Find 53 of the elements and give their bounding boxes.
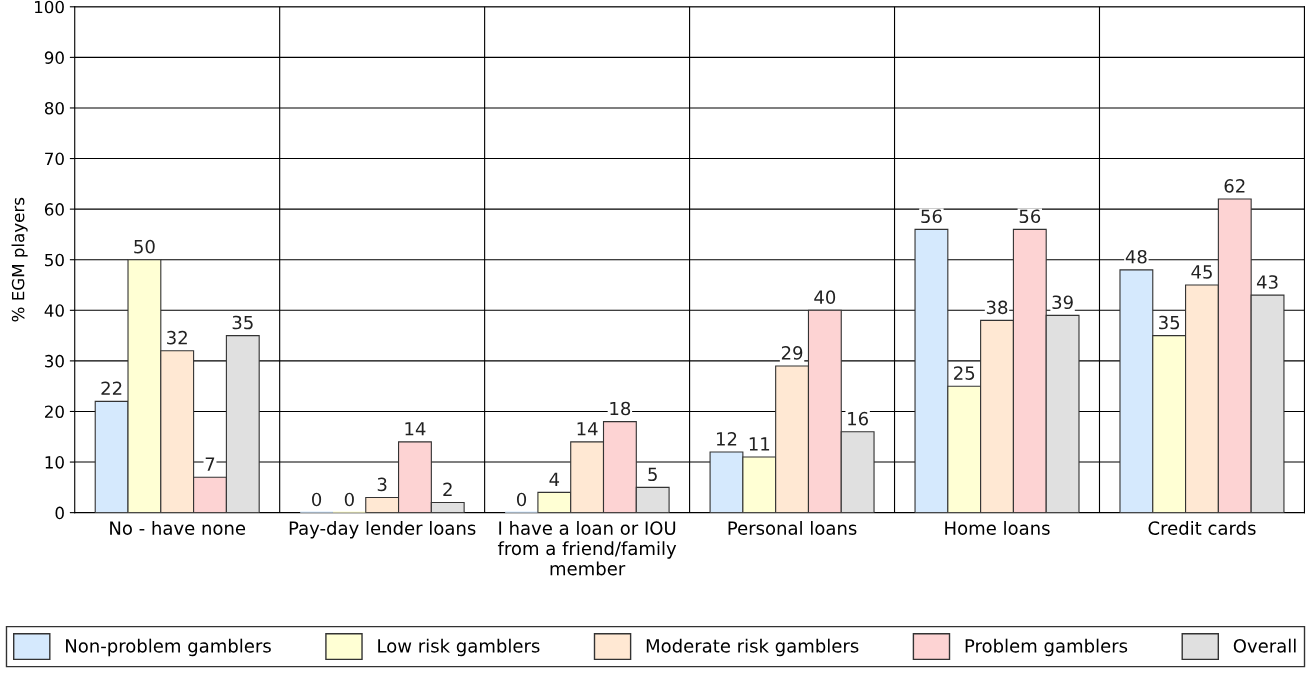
data-label: 35 <box>1159 315 1180 330</box>
data-label: 11 <box>749 437 770 451</box>
y-tick-label: 90 <box>44 51 64 64</box>
data-label: 2 <box>443 482 452 496</box>
data-label: 4 <box>549 472 560 486</box>
legend-label: Moderate risk gamblers <box>646 638 859 657</box>
data-label: 3 <box>377 477 387 492</box>
data-label: 45 <box>1191 265 1212 279</box>
data-label: 14 <box>577 422 598 436</box>
data-label: 56 <box>921 209 942 224</box>
y-tick-label: 60 <box>44 203 64 216</box>
x-tick-label: Pay-day lender loans <box>289 520 476 539</box>
data-label: 22 <box>101 381 122 395</box>
data-label: 29 <box>781 346 803 360</box>
data-label: 40 <box>814 290 836 305</box>
data-label: 16 <box>848 411 868 426</box>
data-label: 56 <box>1019 209 1041 224</box>
data-label: 38 <box>986 300 1008 315</box>
data-label: 25 <box>954 366 975 380</box>
y-tick-label: 40 <box>44 304 64 317</box>
y-tick-label: 50 <box>45 253 64 267</box>
data-label: 0 <box>312 492 322 507</box>
data-label: 32 <box>167 330 187 345</box>
x-tick-label: Credit cards <box>1148 520 1256 535</box>
data-label: 5 <box>648 467 657 482</box>
x-tick-label: I have a loan or IOU from a friend/family member <box>497 520 677 576</box>
y-tick-label: 80 <box>44 101 64 115</box>
legend-label: Non-problem gamblers <box>66 638 271 657</box>
y-tick-label: 70 <box>45 152 64 166</box>
legend-label: Low risk gamblers <box>378 638 540 657</box>
data-label: 0 <box>516 492 527 507</box>
data-label: 39 <box>1052 295 1073 310</box>
y-tick-label: 30 <box>45 354 64 368</box>
data-label: 50 <box>134 239 155 254</box>
y-tick-label: 100 <box>35 0 64 14</box>
data-label: 14 <box>405 422 426 436</box>
data-label: 43 <box>1256 275 1278 289</box>
y-tick-label: 10 <box>45 456 64 469</box>
data-label: 18 <box>610 401 631 416</box>
legend-label: Problem gamblers <box>965 638 1128 657</box>
data-label: 48 <box>1125 249 1147 264</box>
data-label: 0 <box>344 492 354 507</box>
y-tick-label: 20 <box>45 405 64 419</box>
x-tick-label: No - have none <box>110 520 246 535</box>
y-tick-label: 0 <box>55 506 64 520</box>
data-label: 7 <box>205 457 215 471</box>
x-tick-label: Personal loans <box>728 520 857 535</box>
data-label: 12 <box>716 432 737 446</box>
y-axis-title: % EGM players <box>11 197 28 322</box>
data-label: 62 <box>1224 179 1245 193</box>
x-tick-label: Home loans <box>945 520 1050 535</box>
data-label: 35 <box>232 315 253 330</box>
legend-label: Overall <box>1233 638 1296 653</box>
